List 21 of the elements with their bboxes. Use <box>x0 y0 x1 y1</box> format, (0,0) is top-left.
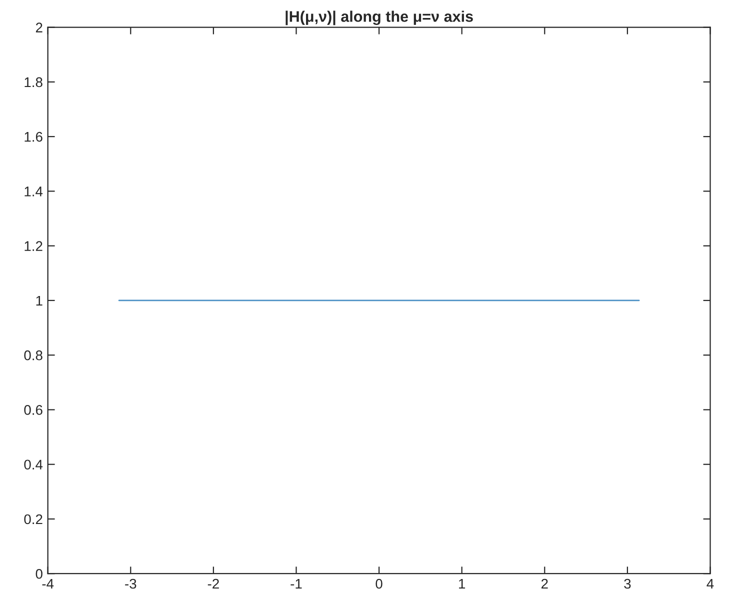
y-tick-label: 1.8 <box>24 77 42 88</box>
y-tick-label: 0.8 <box>24 350 42 360</box>
chart-title: |H(μ,ν)| along the μ=ν axis <box>286 10 473 26</box>
x-tick-label: -4 <box>42 578 54 589</box>
y-tick-label: 0 <box>36 568 42 579</box>
x-tick-label: -2 <box>208 578 219 589</box>
x-tick-label: -3 <box>125 578 136 589</box>
y-tick-label: 1.2 <box>24 241 42 251</box>
x-tick-label: -1 <box>290 578 302 589</box>
y-tick-label: 1.6 <box>24 132 42 142</box>
x-tick-label: 4 <box>706 578 714 589</box>
x-tick-label: 3 <box>624 578 631 589</box>
y-tick-label: 0.4 <box>24 460 43 470</box>
x-tick-label: 2 <box>541 578 548 589</box>
y-tick-label: 2 <box>36 22 42 32</box>
y-tick-label: 1 <box>36 296 42 306</box>
y-tick-label: 1.4 <box>24 186 43 196</box>
y-tick-label: 0.2 <box>24 514 42 524</box>
x-tick-label: 1 <box>459 578 466 589</box>
y-tick-label: 0.6 <box>24 405 42 415</box>
x-tick-label: 0 <box>376 578 382 589</box>
